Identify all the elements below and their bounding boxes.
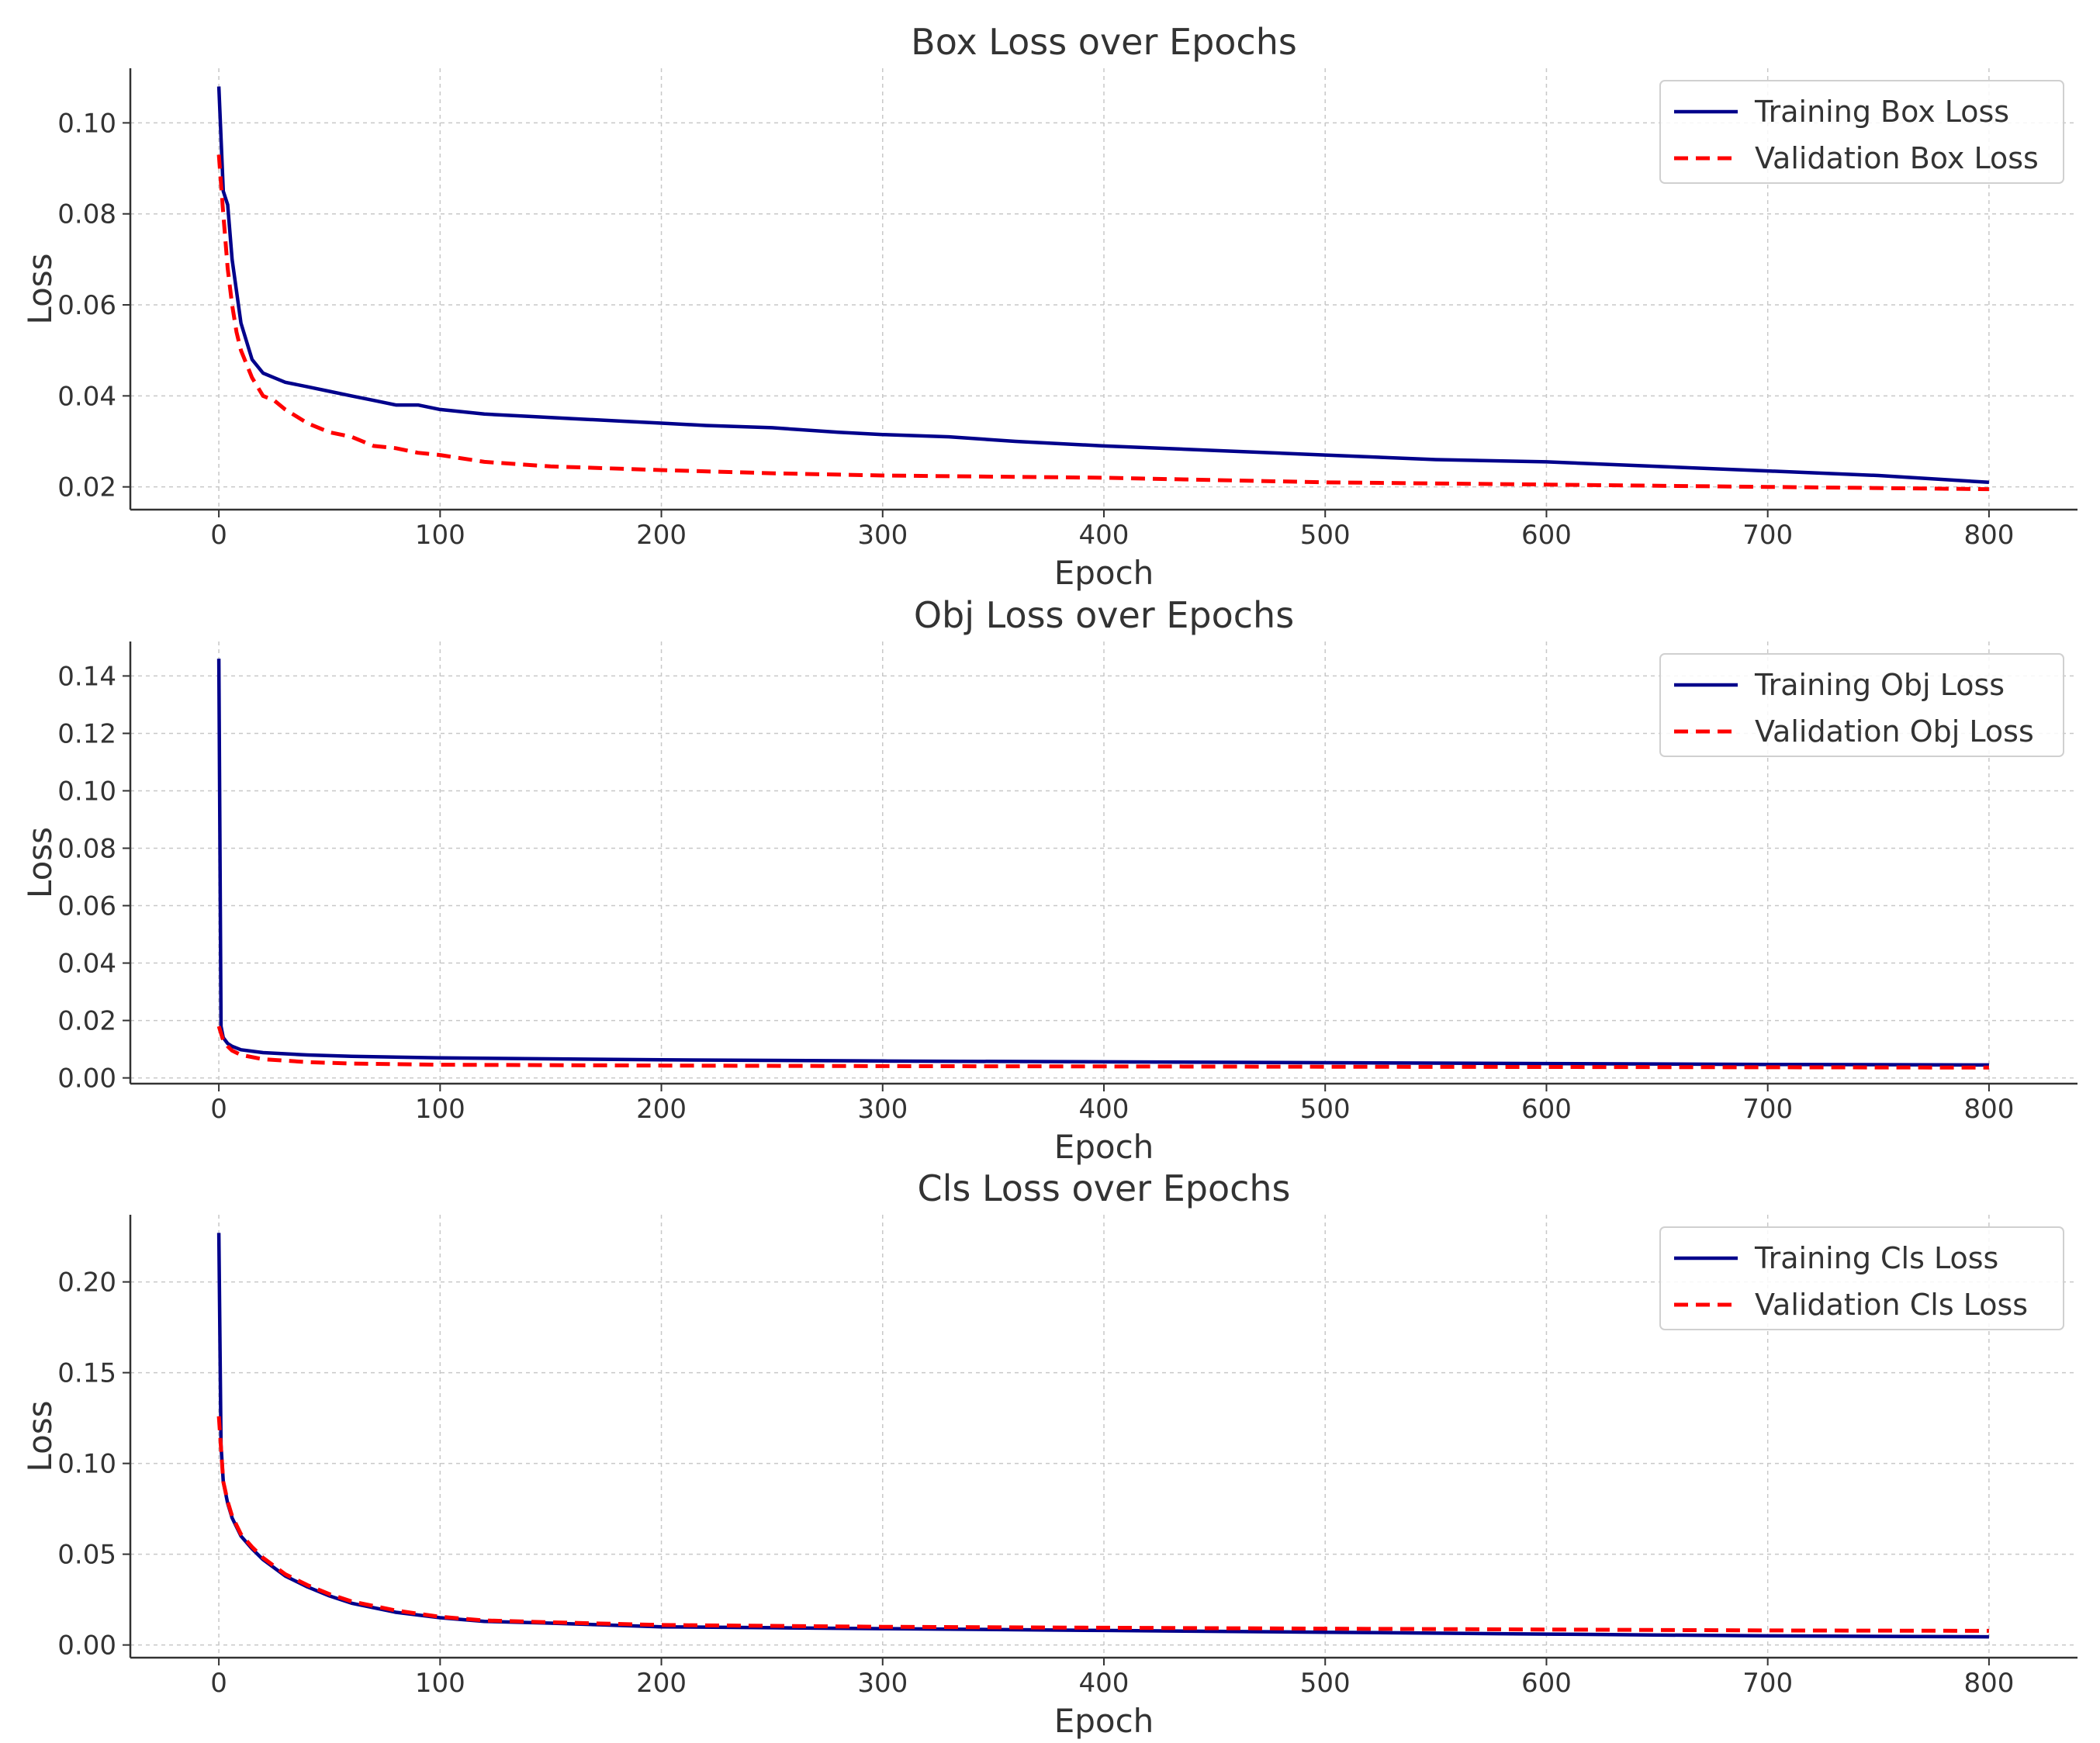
x-axis-label: Epoch [1054, 1128, 1154, 1166]
y-tick-label: 0.10 [57, 108, 116, 139]
x-tick-label: 300 [857, 1094, 908, 1125]
x-tick-label: 600 [1521, 520, 1572, 551]
legend: Training Box Loss Validation Box Loss [1659, 80, 2064, 184]
x-tick-label: 200 [636, 1094, 687, 1125]
y-tick-label: 0.10 [57, 776, 116, 807]
x-tick-label: 200 [636, 520, 687, 551]
y-tick-label: 0.02 [57, 472, 116, 503]
series-line-validation-box-loss [216, 154, 1989, 492]
x-tick-label: 200 [636, 1668, 687, 1699]
x-tick-label: 100 [415, 1094, 465, 1125]
y-axis-label: Loss [21, 827, 59, 898]
chart-panel-2: 0 100 200 300 400 500 600 700 800 0.00 0.02 0.04 0.0… [21, 594, 2078, 1166]
legend: Training Obj Loss Validation Obj Loss [1659, 653, 2064, 757]
series-line-validation-cls-loss [216, 1416, 1989, 1633]
y-tick-label: 0.08 [57, 833, 116, 864]
y-tick-label: 0.15 [57, 1358, 116, 1389]
legend-label: Training Box Loss [1754, 95, 2009, 129]
y-tick-label: 0.06 [57, 290, 116, 321]
legend-box [1659, 80, 2064, 184]
series-line-training-box-loss [216, 86, 1990, 485]
y-tick-label: 0.00 [57, 1063, 116, 1095]
legend-label: Validation Obj Loss [1755, 714, 2034, 749]
chart-title: Cls Loss over Epochs [917, 1167, 1290, 1209]
y-tick-label: 0.10 [57, 1449, 116, 1480]
legend-box [1659, 1226, 2064, 1330]
x-tick-label: 100 [415, 1668, 465, 1699]
x-tick-label: 600 [1521, 1668, 1572, 1699]
legend-label: Validation Box Loss [1755, 141, 2039, 175]
x-tick-label: 500 [1300, 1094, 1351, 1125]
x-tick-label: 400 [1079, 1668, 1130, 1699]
y-tick-label: 0.00 [57, 1631, 116, 1662]
chart-title: Obj Loss over Epochs [914, 594, 1294, 636]
legend-box [1659, 653, 2064, 757]
chart-title: Box Loss over Epochs [911, 21, 1297, 63]
x-tick-label: 800 [1963, 1094, 2014, 1125]
x-tick-label: 0 [210, 1668, 227, 1699]
chart-panel-3: 0 100 200 300 400 500 600 700 800 0.00 0.05 0.10 0.1… [21, 1167, 2078, 1740]
x-tick-label: 700 [1742, 520, 1793, 551]
legend-label: Training Obj Loss [1754, 668, 2005, 702]
x-tick-label: 300 [857, 1668, 908, 1699]
x-tick-label: 800 [1963, 1668, 2014, 1699]
x-tick-label: 100 [415, 520, 465, 551]
x-tick-label: 400 [1079, 520, 1130, 551]
x-tick-label: 400 [1079, 1094, 1130, 1125]
chart-panel-1: 0 100 200 300 400 500 600 700 800 0.02 0.04 0.06 0.0… [21, 21, 2078, 592]
y-tick-label: 0.02 [57, 1006, 116, 1037]
x-tick-label: 800 [1963, 520, 2014, 551]
y-tick-label: 0.20 [57, 1267, 116, 1299]
x-tick-label: 500 [1300, 1668, 1351, 1699]
y-axis-label: Loss [21, 253, 59, 324]
y-tick-label: 0.04 [57, 949, 116, 980]
x-axis-label: Epoch [1054, 554, 1154, 592]
series-line-training-obj-loss [216, 659, 1989, 1067]
y-tick-label: 0.04 [57, 381, 116, 412]
x-tick-label: 600 [1521, 1094, 1572, 1125]
x-tick-label: 0 [210, 1094, 227, 1125]
x-tick-label: 700 [1742, 1094, 1793, 1125]
x-tick-label: 500 [1300, 520, 1351, 551]
x-axis-label: Epoch [1054, 1702, 1154, 1740]
y-tick-label: 0.05 [57, 1540, 116, 1571]
y-axis-label: Loss [21, 1400, 59, 1472]
y-tick-label: 0.12 [57, 718, 116, 749]
series-line-validation-obj-loss [216, 1025, 1989, 1070]
y-tick-label: 0.08 [57, 199, 116, 230]
x-tick-label: 700 [1742, 1668, 1793, 1699]
legend: Training Cls Loss Validation Cls Loss [1659, 1226, 2064, 1330]
y-tick-label: 0.06 [57, 891, 116, 922]
legend-label: Training Cls Loss [1754, 1241, 1998, 1275]
x-tick-label: 0 [210, 520, 227, 551]
legend-label: Validation Cls Loss [1755, 1288, 2028, 1322]
y-tick-label: 0.14 [57, 661, 116, 692]
x-tick-label: 300 [857, 520, 908, 551]
